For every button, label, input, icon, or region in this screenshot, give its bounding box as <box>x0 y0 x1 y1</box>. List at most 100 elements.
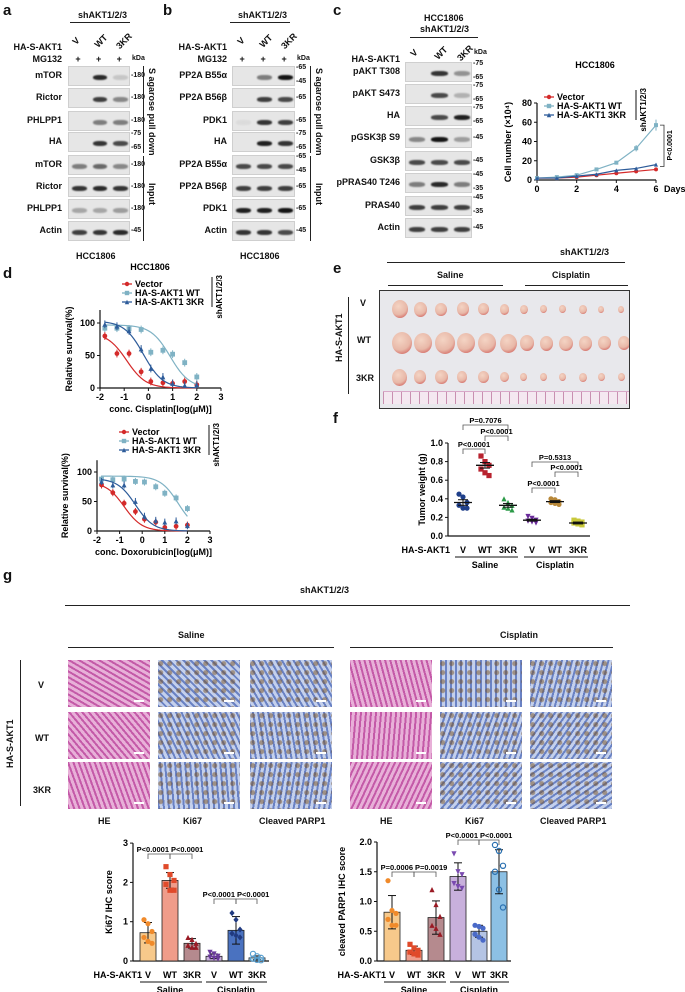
blot-row-label: mTOR <box>35 159 62 169</box>
data-point <box>194 382 200 388</box>
tumor <box>413 333 432 353</box>
panel-label-b: b <box>163 2 173 19</box>
band <box>278 229 293 235</box>
data-point <box>126 328 132 334</box>
blot-strip <box>232 132 295 152</box>
data-point <box>185 523 190 529</box>
data-point <box>173 518 179 524</box>
y-tick-label: 1 <box>123 917 128 927</box>
e-row-3kr: 3KR <box>356 373 375 383</box>
tumor <box>520 304 529 314</box>
blot-strip <box>232 155 295 175</box>
tumor <box>598 373 606 381</box>
scale-bar <box>224 700 234 702</box>
data-point <box>193 940 199 946</box>
data-point <box>102 321 108 327</box>
data-point <box>614 160 619 165</box>
significance-bracket <box>457 839 480 845</box>
kda-label: kDa <box>297 55 310 62</box>
p-value-label: P<0.0001 <box>458 440 490 449</box>
tumor <box>435 370 448 384</box>
data-point <box>491 868 499 875</box>
data-point <box>148 379 154 384</box>
data-point <box>185 942 191 948</box>
legend-label: HA-S-AKT1 WT <box>135 288 200 298</box>
group-label: Cisplatin <box>536 560 574 570</box>
data-point <box>141 917 147 923</box>
data-point <box>654 167 658 172</box>
blot-header: shAKT1/2/3 <box>420 24 470 34</box>
p-value-label: P=0.7076 <box>469 416 501 425</box>
x-tick-label: -2 <box>96 392 104 402</box>
x-tick-label: 4 <box>614 184 619 194</box>
tumor <box>539 335 553 351</box>
category-label: WT <box>478 545 492 555</box>
band <box>453 226 470 232</box>
data-point <box>211 951 217 957</box>
p-value-label: P=0.5313 <box>539 453 571 462</box>
data-point <box>133 499 138 504</box>
band <box>92 229 108 235</box>
data-point <box>102 333 108 339</box>
mg132-plus: + <box>75 54 81 64</box>
significance-bracket <box>462 424 509 430</box>
x-tick-label: 2 <box>194 392 199 402</box>
band <box>236 119 251 125</box>
data-point <box>182 360 188 366</box>
band <box>113 185 128 191</box>
stain-cleaved-parp1: Cleaved PARP1 <box>259 816 326 826</box>
data-point <box>472 931 478 937</box>
data-point <box>579 522 585 528</box>
kda-marker: -180 <box>131 183 146 190</box>
data-point <box>482 470 488 476</box>
e-header: shAKT1/2/3 <box>560 247 610 257</box>
legend-label: HA-S-AKT1 WT <box>132 436 197 446</box>
data-point <box>480 937 486 943</box>
tumor <box>456 371 468 383</box>
data-point <box>451 851 457 857</box>
y-axis-label: Tumor weight (g) <box>417 453 427 525</box>
data-point <box>211 955 217 961</box>
band <box>453 159 470 165</box>
significance-bracket <box>484 435 509 441</box>
band <box>453 136 470 142</box>
kda-marker: -45 <box>473 157 484 164</box>
data-point <box>160 374 166 380</box>
data-point <box>634 166 639 171</box>
kda-marker: -65 <box>296 183 307 190</box>
data-point <box>207 949 213 955</box>
scale-bar <box>134 752 144 754</box>
data-point <box>499 904 507 911</box>
blot-strip <box>68 177 130 197</box>
tumor <box>499 303 510 315</box>
p-value-label: P<0.0001 <box>446 831 478 840</box>
histology-image <box>350 762 432 809</box>
data-point <box>229 909 235 917</box>
blot-strip <box>405 173 472 193</box>
band <box>72 207 87 213</box>
legend-label: HA-S-AKT1 3KR <box>132 445 202 455</box>
legend-marker <box>124 281 130 287</box>
data-point <box>99 479 104 484</box>
category-label: V <box>211 970 217 980</box>
data-point <box>142 479 147 485</box>
band <box>92 140 108 146</box>
blot-row-label: pPRAS40 T246 <box>336 177 400 187</box>
scale-bar <box>506 802 516 804</box>
data-point <box>182 383 188 388</box>
data-point <box>229 930 235 937</box>
data-point <box>171 887 177 893</box>
data-point <box>193 944 199 950</box>
x-tick-label: 2 <box>185 535 190 545</box>
kda-marker: -45 <box>296 167 307 174</box>
histology-image <box>250 712 332 759</box>
data-point <box>138 327 144 332</box>
p-value-label: P<0.0001 <box>550 463 582 472</box>
tumor <box>392 300 409 318</box>
panel-label-a: a <box>3 2 12 19</box>
data-point <box>170 381 175 386</box>
tumor <box>578 304 587 314</box>
blot-strip <box>405 84 472 104</box>
tumor <box>413 370 427 384</box>
legend-marker <box>124 299 130 305</box>
